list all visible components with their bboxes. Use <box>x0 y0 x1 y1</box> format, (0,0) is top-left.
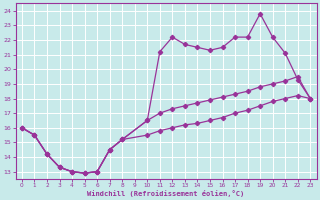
X-axis label: Windchill (Refroidissement éolien,°C): Windchill (Refroidissement éolien,°C) <box>87 190 245 197</box>
